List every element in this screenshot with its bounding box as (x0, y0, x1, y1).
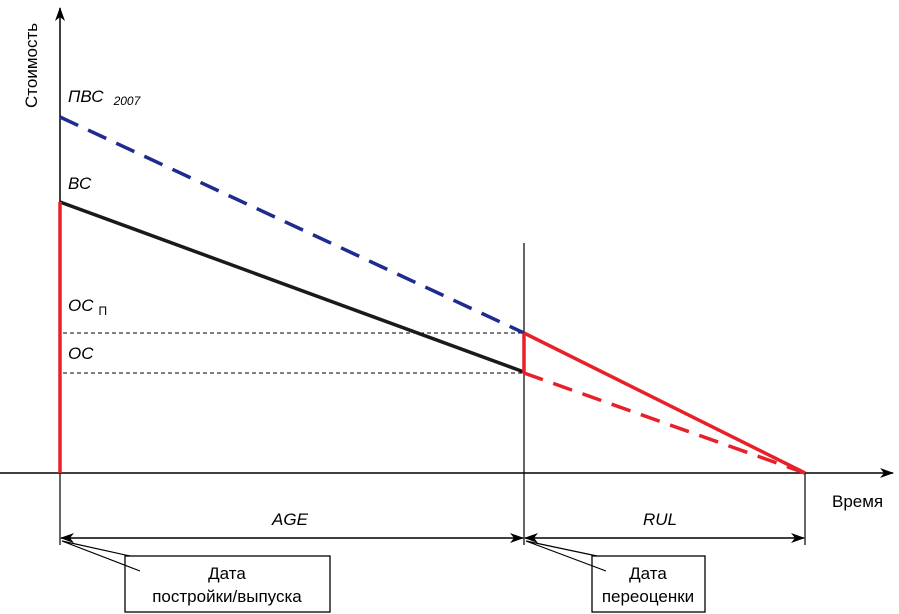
build-date-line2: постройки/выпуска (152, 587, 302, 606)
reval-date-line1: Дата (629, 564, 667, 583)
vs-label: ВС (68, 174, 92, 193)
x-axis-label: Время (832, 492, 883, 511)
vs-depreciation-line (59, 200, 525, 374)
pvs-label-main: ПВС (68, 87, 104, 106)
pvs-label-sub: 2007 (113, 94, 142, 108)
y-axis-label: Стоимость (22, 23, 41, 108)
os-label: ОС (68, 344, 94, 363)
pvs-label: ПВС 2007 (68, 87, 142, 108)
osp-remaining-line (523, 331, 806, 475)
osp-label-main: ОС (68, 296, 94, 315)
build-date-callout: Дата постройки/выпуска (61, 540, 331, 613)
age-label: AGE (271, 510, 309, 529)
rul-label: RUL (643, 510, 677, 529)
pvs-depreciation-line (59, 115, 525, 335)
osp-label-sub: П (99, 304, 108, 318)
os-remaining-line (523, 371, 806, 475)
revaluation-date-callout: Дата переоценки (525, 540, 706, 613)
build-date-line1: Дата (208, 564, 246, 583)
reval-date-line2: переоценки (602, 587, 694, 606)
osp-label: ОС П (68, 296, 107, 318)
